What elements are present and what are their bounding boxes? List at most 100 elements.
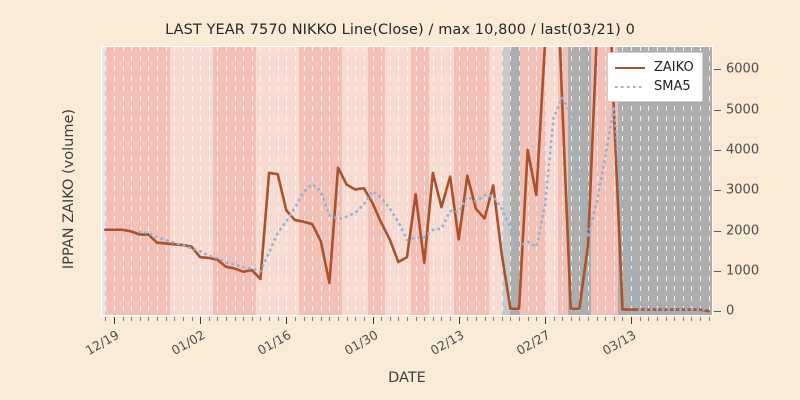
- x-axis-minor-tick: [415, 317, 417, 321]
- x-axis-minor-tick: [182, 317, 184, 321]
- x-axis-minor-tick: [501, 317, 503, 321]
- y-axis-tick-label: 1000: [726, 263, 760, 279]
- background-band: [454, 46, 489, 316]
- x-axis-minor-tick: [338, 317, 340, 321]
- gridline: [613, 46, 615, 316]
- x-axis-minor-tick: [407, 317, 408, 321]
- x-axis-major-tick: [200, 317, 202, 324]
- x-axis-minor-tick: [622, 317, 624, 321]
- y-axis-tick-label: 0: [726, 303, 735, 319]
- gridline: [544, 46, 546, 316]
- legend-label-zaiko: ZAIKO: [654, 60, 694, 75]
- x-axis-tick-label: 01/02: [168, 327, 208, 359]
- gridline: [191, 46, 193, 316]
- y-axis-title: IPPAN ZAIKO (volume): [61, 108, 77, 270]
- gridline: [708, 46, 710, 316]
- x-axis-minor-tick: [191, 317, 193, 321]
- background-band: [488, 46, 502, 316]
- legend-swatch-dotted-icon: [615, 81, 645, 93]
- gridline: [562, 46, 564, 316]
- gridline: [407, 46, 408, 316]
- gridline: [346, 46, 348, 316]
- gridline: [381, 46, 383, 316]
- gridline: [674, 46, 676, 316]
- gridline: [622, 46, 624, 316]
- x-axis-minor-tick: [648, 317, 650, 321]
- x-axis-minor-tick: [450, 317, 452, 321]
- x-axis-minor-tick: [665, 317, 667, 321]
- background-band: [411, 46, 429, 316]
- x-axis-minor-tick: [424, 317, 426, 321]
- legend-item-zaiko[interactable]: ZAIKO: [615, 58, 694, 77]
- y-axis-tick: [714, 311, 721, 313]
- gridline: [329, 46, 331, 316]
- x-axis-minor-tick: [570, 317, 572, 321]
- y-axis-tick-label: 3000: [726, 182, 760, 198]
- x-axis-minor-tick: [363, 317, 365, 321]
- gridline: [665, 46, 667, 316]
- x-axis-minor-tick: [303, 317, 305, 321]
- gridline: [398, 46, 400, 316]
- x-axis-minor-tick: [346, 317, 348, 321]
- gridline: [656, 46, 658, 316]
- x-axis-minor-tick: [105, 317, 107, 321]
- gridline: [389, 46, 391, 316]
- x-axis-minor-tick: [708, 317, 710, 321]
- x-axis-minor-tick: [157, 317, 159, 321]
- x-axis-minor-tick: [691, 317, 693, 321]
- gridline: [441, 46, 443, 316]
- gridline: [631, 46, 633, 316]
- y-axis-tick: [714, 230, 721, 232]
- x-axis-minor-tick: [329, 317, 331, 321]
- gridline: [225, 46, 227, 316]
- gridline: [484, 46, 486, 316]
- gridline: [200, 46, 202, 316]
- y-axis-tick: [714, 69, 721, 71]
- gridline: [639, 46, 641, 316]
- x-axis-minor-tick: [588, 317, 589, 321]
- gridline: [519, 46, 521, 316]
- x-axis-minor-tick: [475, 317, 477, 321]
- gridline: [139, 46, 141, 316]
- chart-legend[interactable]: ZAIKO SMA5: [607, 52, 703, 102]
- background-band: [105, 46, 170, 316]
- x-axis-tick-label: 01/30: [341, 327, 381, 359]
- x-axis-minor-tick: [269, 317, 271, 321]
- gridline: [527, 46, 529, 316]
- x-axis-minor-tick: [605, 317, 607, 321]
- gridline: [424, 46, 426, 316]
- gridline: [682, 46, 684, 316]
- x-axis-minor-tick: [251, 317, 253, 321]
- x-axis-major-tick: [631, 317, 633, 324]
- x-axis-minor-tick: [656, 317, 658, 321]
- x-axis-minor-tick: [527, 317, 529, 321]
- gridline: [148, 46, 150, 316]
- y-axis-tick-label: 5000: [726, 102, 760, 118]
- x-axis-minor-tick: [682, 317, 684, 321]
- x-axis-minor-tick: [217, 317, 219, 321]
- x-axis-tick-label: 01/16: [255, 327, 294, 359]
- x-axis-major-tick: [544, 317, 546, 324]
- gridline: [475, 46, 477, 316]
- legend-item-sma5[interactable]: SMA5: [615, 77, 694, 96]
- legend-label-sma5: SMA5: [654, 79, 691, 94]
- y-axis-tick: [714, 270, 721, 272]
- x-axis-major-tick: [458, 317, 460, 324]
- x-axis-minor-tick: [510, 317, 512, 321]
- gridline: [363, 46, 365, 316]
- gridline: [320, 46, 322, 316]
- gridline: [208, 46, 210, 316]
- gridline: [458, 46, 460, 316]
- x-axis-minor-tick: [562, 317, 564, 321]
- gridline: [596, 46, 598, 316]
- gridline: [312, 46, 314, 316]
- x-axis-minor-tick: [320, 317, 322, 321]
- x-axis-minor-tick: [519, 317, 521, 321]
- gridline: [691, 46, 693, 316]
- background-band: [385, 46, 412, 316]
- gridline: [372, 46, 374, 316]
- x-axis-major-tick: [286, 317, 288, 324]
- gridline: [174, 46, 176, 316]
- y-axis-tick: [714, 150, 721, 151]
- x-axis-minor-tick: [389, 317, 391, 321]
